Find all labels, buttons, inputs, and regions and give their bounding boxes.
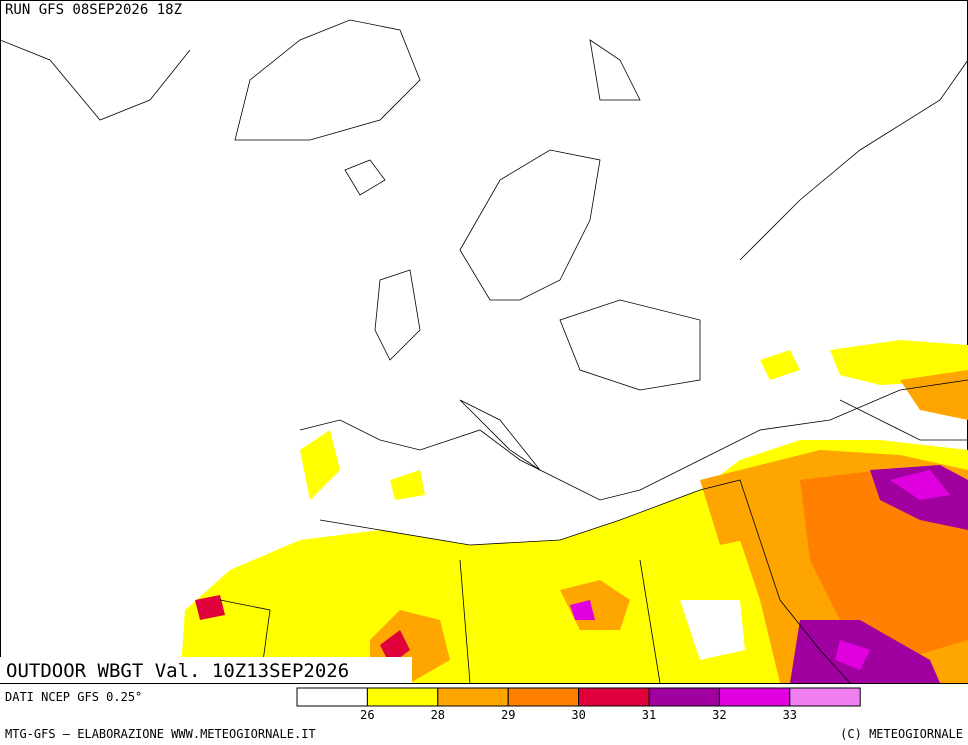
legend-tick-label: 33 xyxy=(783,708,797,722)
copyright: (C) METEOGIORNALE xyxy=(840,727,963,741)
legend-swatch xyxy=(296,687,368,707)
map-label: OUTDOOR WBGT Val. 10Z13SEP2026 xyxy=(6,660,349,682)
legend-tick-label: 29 xyxy=(501,708,515,722)
legend-swatch xyxy=(507,687,580,707)
legend-tick-label: 31 xyxy=(642,708,656,722)
credit: MTG-GFS – ELABORAZIONE WWW.METEOGIORNALE… xyxy=(5,727,316,741)
heat-fields xyxy=(180,340,968,683)
legend-tick-label: 28 xyxy=(431,708,445,722)
legend-tick-label: 26 xyxy=(360,708,374,722)
legend-tick-label: 32 xyxy=(712,708,726,722)
legend-tick-label: 30 xyxy=(571,708,585,722)
legend-swatch xyxy=(437,687,509,707)
legend-swatch xyxy=(648,687,720,707)
legend-swatch xyxy=(366,687,439,707)
coastlines xyxy=(0,19,968,684)
legend: 26 28 29 30 31 32 33 xyxy=(296,687,861,722)
legend-swatch xyxy=(789,687,861,707)
legend-swatch xyxy=(578,687,650,707)
map xyxy=(0,0,968,684)
legend-swatch xyxy=(718,687,791,707)
run-title: RUN GFS 08SEP2026 18Z xyxy=(5,2,182,18)
source: DATI NCEP GFS 0.25° xyxy=(5,690,142,704)
label-box xyxy=(0,657,412,683)
